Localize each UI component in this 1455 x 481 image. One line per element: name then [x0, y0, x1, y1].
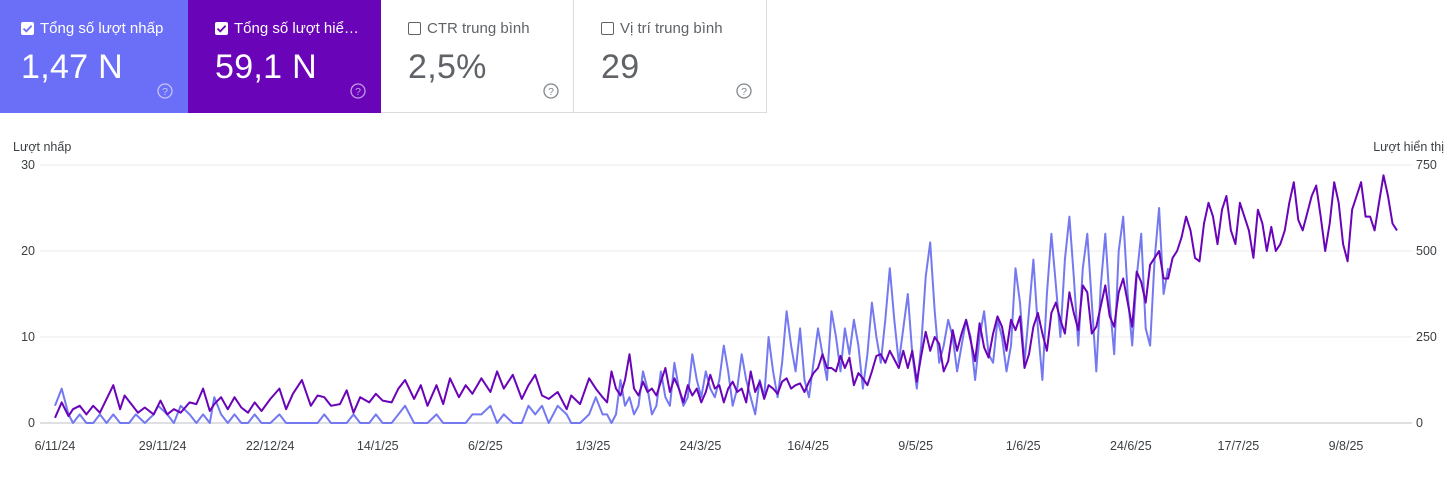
svg-text:?: ? [355, 86, 361, 98]
left-tick-label: 0 [28, 416, 35, 430]
right-tick-label: 250 [1416, 330, 1437, 344]
ctr-metric-card[interactable]: CTR trung bình 2,5% ? [381, 0, 574, 113]
right-tick-label: 500 [1416, 244, 1437, 258]
chart-grid [40, 164, 1412, 424]
right-axis-label: Lượt hiển thị [1373, 140, 1444, 154]
ctr-card-label: CTR trung bình [427, 20, 530, 37]
x-tick-label: 29/11/24 [139, 439, 187, 453]
clicks-card-value: 1,47 N [21, 48, 123, 86]
ctr-card-header: CTR trung bình [408, 20, 530, 37]
left-axis-ticks: 0 10 20 30 [21, 158, 35, 430]
check-icon [216, 25, 227, 33]
clicks-series-line [54, 207, 1170, 424]
help-icon[interactable]: ? [157, 83, 173, 99]
x-tick-label: 24/3/25 [680, 439, 722, 453]
x-tick-label: 1/3/25 [576, 439, 611, 453]
x-tick-label: 14/1/25 [357, 439, 399, 453]
position-card-value: 29 [601, 48, 640, 86]
impressions-checkbox[interactable] [215, 22, 228, 35]
ctr-checkbox[interactable] [408, 22, 421, 35]
x-axis-ticks: 6/11/24 29/11/24 22/12/24 14/1/25 6/2/25 1/3/… [35, 439, 1364, 453]
clicks-checkbox[interactable] [21, 22, 34, 35]
x-tick-label: 17/7/25 [1218, 439, 1260, 453]
help-icon[interactable]: ? [350, 83, 366, 99]
x-tick-label: 6/2/25 [468, 439, 503, 453]
position-card-header: Vị trí trung bình [601, 20, 723, 37]
impressions-card-label: Tổng số lượt hiể… [234, 20, 359, 37]
x-tick-label: 9/5/25 [898, 439, 933, 453]
clicks-card-label: Tổng số lượt nhấp [40, 20, 164, 37]
right-tick-label: 750 [1416, 158, 1437, 172]
position-metric-card[interactable]: Vị trí trung bình 29 ? [574, 0, 767, 113]
clicks-card-header: Tổng số lượt nhấp [21, 20, 163, 37]
chart-series-lines [54, 174, 1398, 424]
chart-svg: Lượt nhấp Lượt hiển thị 0 10 20 30 0 250 500 7… [13, 140, 1444, 453]
svg-text:?: ? [741, 86, 747, 98]
check-icon [22, 25, 33, 33]
left-tick-label: 10 [21, 330, 35, 344]
x-tick-label: 1/6/25 [1006, 439, 1041, 453]
x-tick-label: 9/8/25 [1329, 439, 1364, 453]
help-icon[interactable]: ? [736, 83, 752, 99]
impressions-series-line [54, 174, 1398, 419]
clicks-metric-card[interactable]: Tổng số lượt nhấp 1,47 N ? [0, 0, 188, 113]
position-checkbox[interactable] [601, 22, 614, 35]
right-axis-ticks: 0 250 500 750 [1416, 158, 1437, 430]
x-tick-label: 16/4/25 [787, 439, 829, 453]
impressions-card-value: 59,1 N [215, 48, 317, 86]
left-tick-label: 30 [21, 158, 35, 172]
impressions-card-header: Tổng số lượt hiể… [215, 20, 359, 37]
impressions-metric-card[interactable]: Tổng số lượt hiể… 59,1 N ? [188, 0, 381, 113]
left-tick-label: 20 [21, 244, 35, 258]
left-axis-label: Lượt nhấp [13, 140, 71, 154]
performance-chart: Lượt nhấp Lượt hiển thị 0 10 20 30 0 250 500 7… [0, 130, 1455, 476]
right-tick-label: 0 [1416, 416, 1423, 430]
x-tick-label: 22/12/24 [246, 439, 295, 453]
x-tick-label: 24/6/25 [1110, 439, 1152, 453]
svg-text:?: ? [162, 86, 168, 98]
help-icon[interactable]: ? [543, 83, 559, 99]
svg-text:?: ? [548, 86, 554, 98]
metric-cards: Tổng số lượt nhấp 1,47 N ? Tổng số lượt … [0, 0, 767, 114]
x-tick-label: 6/11/24 [35, 439, 76, 453]
position-card-label: Vị trí trung bình [620, 20, 723, 37]
ctr-card-value: 2,5% [408, 48, 487, 86]
